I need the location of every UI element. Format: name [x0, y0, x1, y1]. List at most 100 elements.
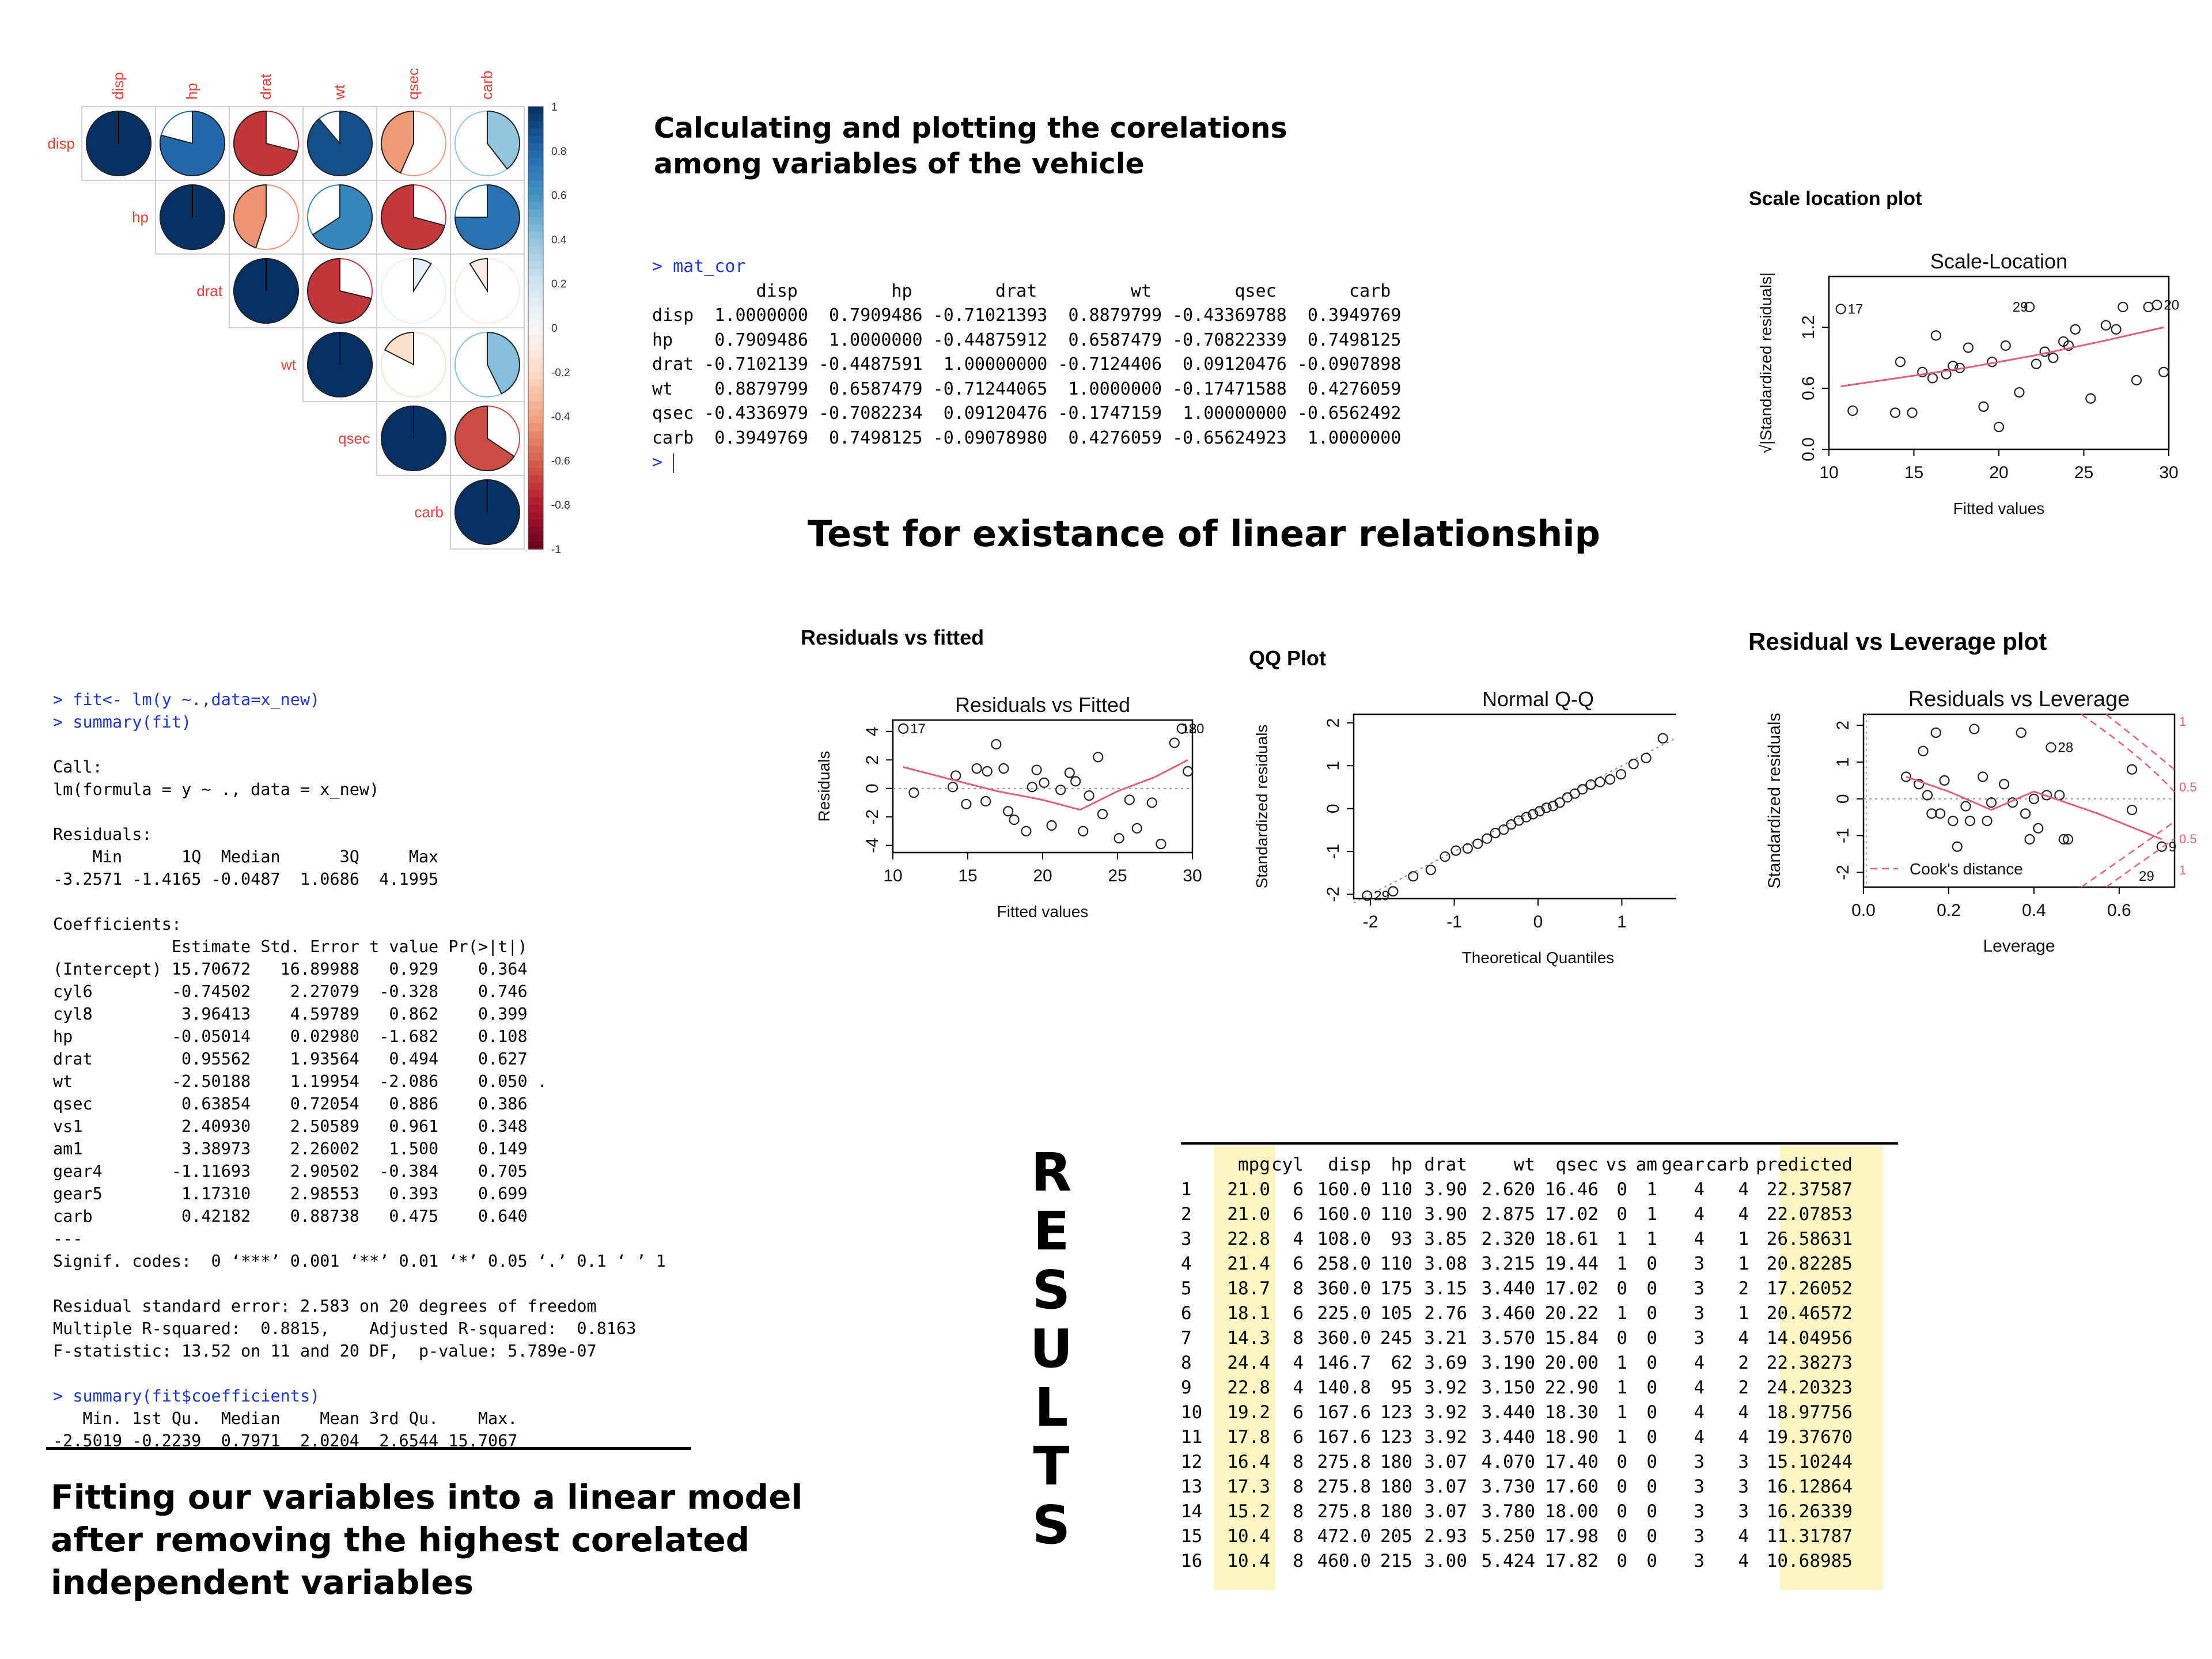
results-cell: 1	[1616, 1228, 1627, 1249]
results-cell: 3.92	[1424, 1426, 1467, 1448]
results-cell: 21.0	[1227, 1203, 1270, 1225]
results-cell: 3	[1694, 1476, 1705, 1497]
colorbar-segment	[528, 165, 543, 174]
data-point	[961, 798, 972, 810]
data-point	[980, 796, 991, 807]
results-cell: 245	[1380, 1327, 1412, 1349]
predicted-column-highlight	[1780, 1146, 1883, 1590]
results-cell: 18.7	[1227, 1278, 1270, 1299]
data-point	[1084, 790, 1094, 801]
colorbar-segment	[528, 512, 543, 520]
results-cell: 5	[1181, 1278, 1192, 1299]
results-cell: 3	[1694, 1501, 1705, 1522]
data-point	[1847, 405, 1858, 416]
data-point	[1124, 794, 1135, 805]
results-cell: 16.46	[1544, 1179, 1599, 1200]
colorbar-segment	[528, 150, 543, 159]
results-cell: 4	[1694, 1352, 1705, 1373]
data-point	[1930, 330, 1941, 341]
data-point	[1440, 851, 1450, 862]
colorbar-segment	[528, 519, 543, 528]
data-point	[1046, 820, 1057, 831]
qq-reference-line	[1353, 737, 1676, 904]
results-cell: 0	[1646, 1278, 1657, 1299]
data-point	[1003, 806, 1014, 817]
data-point	[991, 738, 1002, 750]
results-cell: 3.780	[1481, 1501, 1535, 1522]
cooks-contour-value: 1	[2179, 714, 2186, 729]
results-cell: 17.02	[1544, 1203, 1599, 1225]
plot-frame	[1353, 713, 1676, 900]
matcor-row: carb 0.3949769 0.7498125 -0.09078980 0.4…	[652, 427, 1402, 448]
results-cell: 1	[1616, 1377, 1627, 1398]
data-point	[1900, 771, 1912, 782]
data-point	[1952, 841, 1963, 852]
corrplot-row-label: qsec	[338, 430, 370, 447]
x-axis-label: Leverage	[1983, 937, 2055, 956]
results-cell: 17.60	[1544, 1476, 1599, 1497]
results-cell: 1	[1646, 1179, 1657, 1200]
data-point	[1907, 407, 1918, 418]
data-point	[1554, 797, 1565, 808]
results-table: mpg cyl disp hp drat wt qsec vs am gear carb predic…	[1181, 1152, 1853, 1573]
colorbar-segment	[528, 468, 543, 476]
data-point	[2131, 374, 2142, 386]
corrplot-pie	[233, 110, 298, 176]
data-point	[2024, 301, 2035, 313]
scale-location-section-label: Scale location plot	[1749, 188, 1922, 210]
results-cell: 4	[1293, 1352, 1304, 1373]
colorbar-segment	[528, 482, 543, 491]
corr-section-title: Calculating and plotting the corelations…	[654, 112, 1287, 180]
colorbar-tick-label: -0.6	[551, 455, 570, 467]
results-cell: 18.1	[1227, 1302, 1270, 1324]
data-point	[1935, 808, 1946, 819]
y-tick-label: 1	[1834, 757, 1853, 767]
results-cell: 4	[1738, 1327, 1749, 1349]
data-point	[2156, 841, 2167, 852]
plot-title: Residuals vs Leverage	[1908, 687, 2130, 711]
data-point	[1482, 833, 1493, 844]
corrplot-panel: disp hp drat wt qsec carb disp hp drat wt qsec carb…	[35, 63, 582, 556]
results-cell: 18.90	[1544, 1426, 1599, 1448]
x-tick-label: 0.4	[2022, 901, 2046, 920]
results-cell: 4	[1293, 1228, 1304, 1249]
results-header-cell: mpg	[1238, 1154, 1270, 1175]
data-point	[1021, 825, 1032, 837]
table-row: 15 10.4 8 472.0 205 2.93 5.250 17.98 0 0 3 4 11.3178…	[1181, 1524, 1853, 1548]
matcor-row: qsec -0.4336979 -0.7082234 0.09120476 -0…	[652, 403, 1402, 423]
matcor-prompt[interactable]: >	[652, 452, 673, 472]
point-label: 29	[1374, 888, 1389, 904]
data-point	[1927, 373, 1938, 384]
table-row: 14 15.2 8 275.8 180 3.07 3.780 18.00 0 0 3 3 16.2633…	[1181, 1499, 1853, 1524]
data-point	[1169, 737, 1180, 748]
results-cell: 2	[1738, 1377, 1749, 1398]
matcor-row: drat -0.7102139 -0.4487591 1.00000000 -0…	[652, 354, 1402, 374]
results-cell: 360.0	[1317, 1278, 1371, 1299]
results-cell: 0	[1646, 1525, 1657, 1547]
data-point	[1176, 723, 1187, 734]
data-point	[971, 763, 982, 774]
table-row: 4 21.4 6 258.0 110 3.08 3.215 19.44 1 0 3 1 20.82285	[1181, 1251, 1853, 1276]
data-point	[2126, 764, 2138, 775]
data-point	[982, 766, 993, 777]
linear-section-title: Test for existance of linear relationshi…	[808, 513, 1601, 555]
results-cell: 4	[1694, 1179, 1705, 1200]
matcor-row: wt 0.8879799 0.6587479 -0.71244065 1.000…	[652, 378, 1402, 399]
results-cell: 20.00	[1544, 1352, 1599, 1373]
data-point	[2020, 808, 2031, 819]
point-label: 20	[2164, 297, 2179, 313]
plot-title: Residuals vs Fitted	[955, 693, 1130, 717]
matcor-header: disp hp drat wt qsec carb	[652, 281, 1391, 301]
colorbar-segment	[528, 232, 543, 240]
colorbar-segment	[528, 276, 543, 285]
data-point	[2126, 804, 2138, 816]
data-point	[2058, 834, 2069, 845]
summary-command: > summary(fit)	[53, 713, 192, 732]
data-point	[2158, 366, 2169, 377]
corrplot-row-label: carb	[414, 503, 444, 521]
colorbar-segment	[528, 247, 543, 255]
results-cell: 3	[1738, 1501, 1749, 1522]
results-cell: 16	[1181, 1550, 1203, 1571]
x-tick-label: 10	[1819, 463, 1838, 482]
